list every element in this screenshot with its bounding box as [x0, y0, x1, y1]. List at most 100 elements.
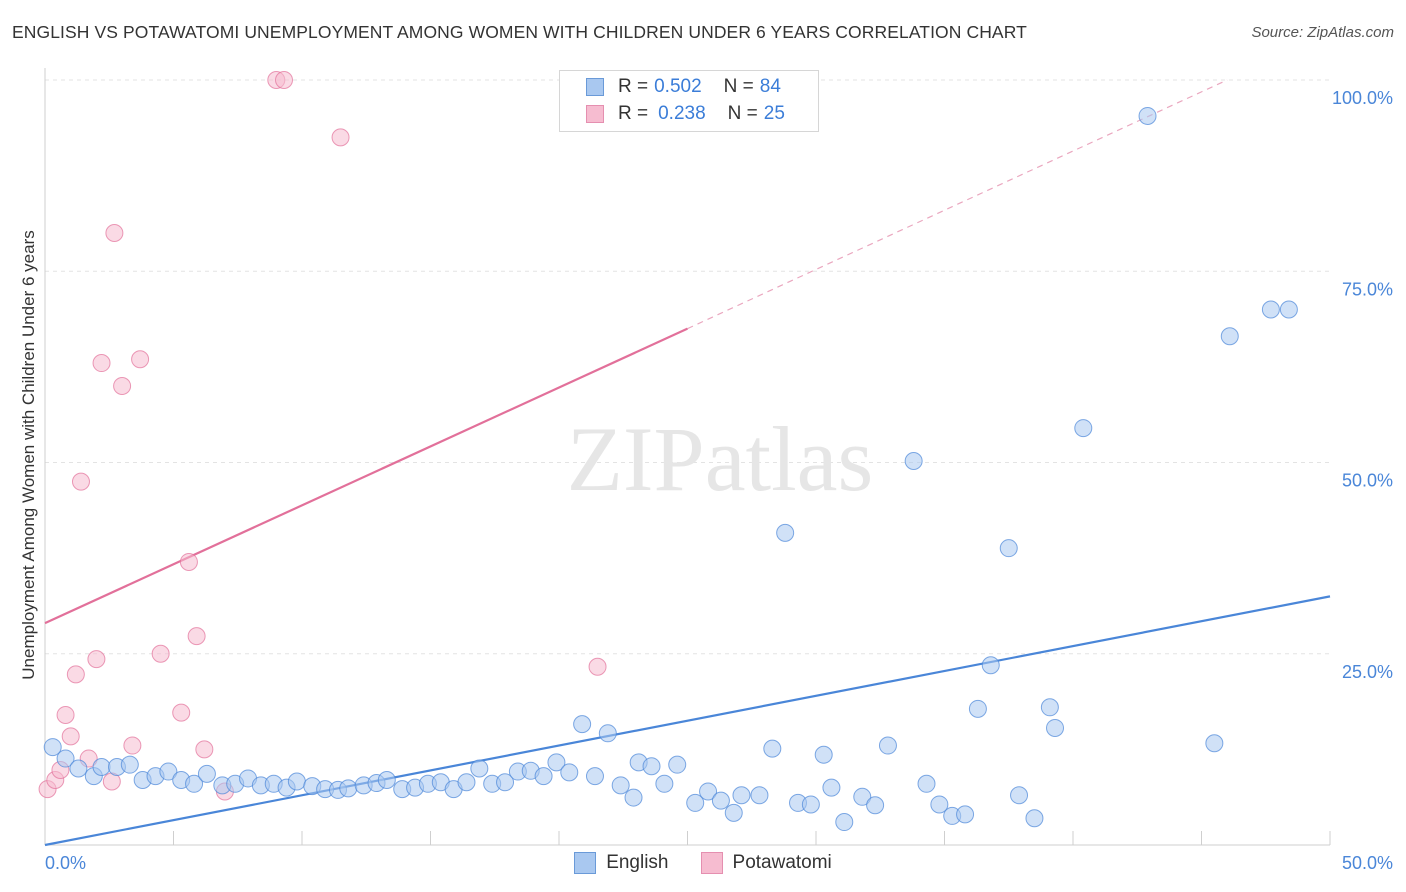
english-point — [999, 539, 1018, 558]
r-label: R = — [618, 76, 649, 97]
english-point — [655, 774, 674, 793]
english-point — [185, 774, 204, 793]
english-point — [814, 745, 833, 764]
correlation-legend: R = 0.502 N = 84 R = 0.238 N = 25 — [559, 70, 819, 132]
potawatomi-trend-line — [44, 327, 688, 625]
english-point — [92, 757, 111, 776]
english-point — [120, 755, 139, 774]
english-point — [598, 724, 617, 743]
potawatomi-point — [275, 71, 294, 89]
axes — [44, 68, 1331, 846]
y-axis-label: Unemployment Among Women with Children U… — [19, 230, 38, 679]
english-point — [1046, 718, 1065, 737]
english-point — [835, 813, 854, 832]
r-label: R = — [618, 103, 649, 124]
gridlines — [45, 79, 1330, 655]
potawatomi-point — [195, 740, 214, 759]
english-point — [750, 786, 769, 805]
english-point — [43, 738, 62, 757]
potawatomi-point — [151, 644, 170, 663]
english-point — [56, 749, 75, 768]
english-point — [585, 767, 604, 786]
english-point — [930, 795, 949, 814]
english-point — [801, 795, 820, 814]
series-legend: English Potawatomi — [0, 852, 1406, 874]
english-point — [1261, 300, 1280, 319]
legend-row-potawatomi: R = 0.238 N = 25 — [586, 102, 785, 126]
english-point — [624, 788, 643, 807]
y-tick-label: 50.0% — [1342, 471, 1393, 491]
potawatomi-point — [123, 736, 142, 755]
english-point — [159, 762, 178, 781]
english-point — [547, 753, 566, 772]
english-point — [776, 523, 795, 542]
potawatomi-point — [56, 705, 75, 724]
potawatomi-point — [87, 650, 106, 669]
potawatomi-trend-extension — [687, 79, 1228, 330]
legend-item-potawatomi[interactable]: Potawatomi — [700, 852, 832, 874]
y-tick-label: 100.0% — [1332, 88, 1393, 108]
potawatomi-swatch — [586, 105, 604, 123]
english-point — [496, 773, 515, 792]
data-points — [38, 71, 1298, 832]
english-point — [1025, 809, 1044, 828]
english-point — [1205, 734, 1224, 753]
n-label: N = — [727, 103, 758, 124]
english-point — [917, 774, 936, 793]
english-point — [699, 782, 718, 801]
english-point — [956, 805, 975, 824]
trend-lines — [44, 79, 1331, 847]
potawatomi-point — [588, 657, 607, 676]
english-point — [339, 779, 358, 798]
english-point — [822, 778, 841, 797]
english-point — [686, 793, 705, 812]
english-point — [69, 759, 88, 778]
english-point — [642, 757, 661, 776]
english-point — [981, 656, 1000, 675]
english-point — [377, 770, 396, 789]
potawatomi-point — [92, 354, 111, 373]
english-point — [287, 772, 306, 791]
potawatomi-r-value: 0.238 — [658, 103, 706, 124]
english-point — [1220, 327, 1239, 346]
english-n-value: 84 — [759, 76, 781, 97]
english-point — [534, 767, 553, 786]
english-point — [668, 755, 687, 774]
potawatomi-point — [179, 552, 198, 571]
english-point — [1040, 698, 1059, 717]
potawatomi-point — [113, 377, 132, 395]
english-point — [1138, 106, 1157, 125]
potawatomi-legend-swatch — [700, 852, 723, 874]
english-point — [711, 791, 730, 810]
potawatomi-point — [105, 224, 124, 242]
legend-row-english: R = 0.502 N = 84 — [586, 75, 781, 99]
english-point — [853, 787, 872, 806]
english-point — [968, 699, 987, 718]
english-point — [611, 776, 630, 795]
potawatomi-point — [61, 727, 80, 746]
english-point — [457, 773, 476, 792]
potawatomi-point — [187, 627, 206, 646]
tick-labels: 100.0% 75.0% 50.0% 25.0% 0.0% 50.0% — [45, 88, 1393, 873]
english-point — [866, 796, 885, 815]
n-label: N = — [723, 76, 754, 97]
y-tick-label: 25.0% — [1342, 662, 1393, 682]
watermark: ZIPatlas — [567, 408, 874, 510]
english-point — [470, 759, 489, 778]
english-point — [573, 715, 592, 734]
potawatomi-n-value: 25 — [763, 103, 785, 124]
english-point — [1074, 419, 1093, 438]
y-tick-label: 75.0% — [1342, 279, 1393, 299]
english-point — [878, 736, 897, 755]
english-point — [732, 786, 751, 805]
english-legend-label: English — [606, 852, 669, 873]
potawatomi-point — [66, 665, 85, 684]
english-point — [197, 764, 216, 783]
potawatomi-point — [172, 703, 191, 722]
english-r-value: 0.502 — [654, 76, 702, 97]
potawatomi-point — [131, 350, 150, 369]
legend-item-english[interactable]: English — [574, 852, 669, 874]
chart-title: ENGLISH VS POTAWATOMI UNEMPLOYMENT AMONG… — [12, 22, 1027, 42]
potawatomi-point — [331, 128, 350, 147]
